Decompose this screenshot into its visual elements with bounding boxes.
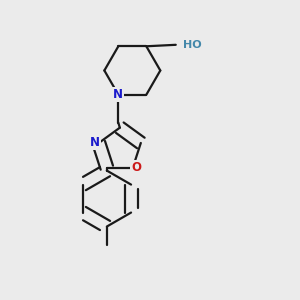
Text: N: N [90, 136, 100, 149]
Text: O: O [131, 161, 141, 174]
Text: HO: HO [183, 40, 201, 50]
Text: N: N [113, 88, 123, 101]
